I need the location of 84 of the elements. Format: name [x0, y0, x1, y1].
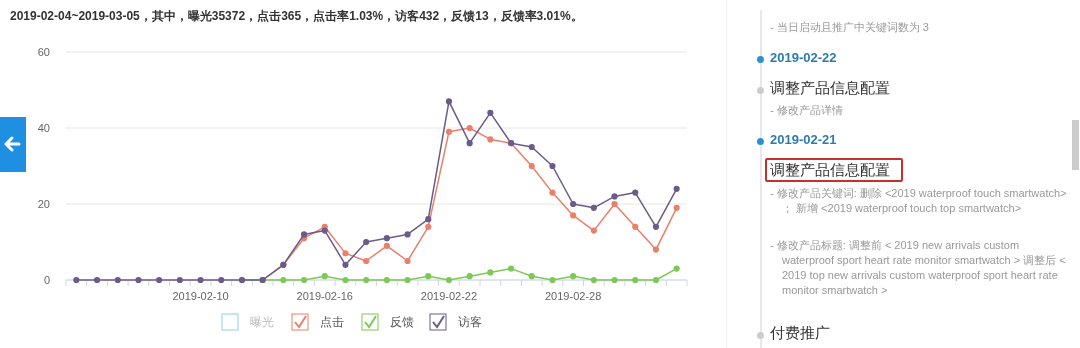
point [425, 223, 432, 230]
point [342, 276, 349, 284]
point [363, 276, 370, 284]
point [466, 124, 473, 132]
legend-label: 反馈 [390, 315, 414, 329]
point [425, 273, 432, 280]
point [404, 257, 411, 265]
point [156, 276, 163, 284]
y-tick-label: 60 [37, 46, 50, 58]
text: 调整产品信息配置 [770, 79, 890, 96]
point [176, 276, 183, 284]
text: - 修改产品标题: 调整前 < 2019 new arrivals custom waterproof sport heart rate monitor smartwatch > 调整后 < 2019 top new arrivals custom waterproof sport heart rate monitor smartwatch > [770, 239, 1066, 296]
point [383, 242, 390, 249]
text: - 修改产品详情 [770, 104, 843, 116]
text: - 当日启动且推广中关键词数为 3 [770, 21, 929, 33]
point [445, 276, 453, 284]
point [425, 216, 432, 223]
point [611, 276, 618, 284]
point [404, 231, 411, 238]
point [321, 273, 328, 280]
point [632, 189, 639, 196]
point [197, 276, 204, 284]
point [300, 276, 308, 284]
point [445, 128, 453, 135]
point [300, 231, 308, 238]
x-tick-label: 2019-02-28 [545, 290, 602, 302]
point [445, 98, 453, 105]
point [632, 276, 639, 284]
point [611, 200, 618, 208]
point [363, 238, 370, 246]
point [321, 227, 328, 234]
legend-label: 曝光 [250, 315, 274, 329]
point [363, 257, 370, 265]
text: 调整产品信息配置 [770, 161, 890, 178]
point [570, 212, 577, 219]
y-tick-label: 40 [37, 122, 50, 134]
point [466, 140, 473, 147]
x-tick-label: 2019-02-22 [420, 290, 478, 302]
point [93, 276, 101, 284]
point [487, 109, 494, 116]
point [404, 276, 411, 284]
point [487, 269, 494, 276]
point [528, 143, 535, 151]
point [570, 200, 577, 208]
text: 2019-02-22 [770, 50, 837, 65]
text: 2019-02-21 [770, 132, 837, 147]
point [652, 276, 660, 284]
point [280, 276, 287, 284]
y-tick-label: 0 [43, 274, 50, 286]
point [528, 162, 535, 170]
point [383, 235, 390, 242]
point [590, 227, 597, 234]
point [114, 276, 121, 284]
point [507, 265, 515, 272]
point [652, 223, 660, 230]
point [549, 276, 556, 284]
point [570, 273, 577, 280]
point [342, 250, 349, 257]
point [590, 276, 597, 284]
point [135, 276, 142, 284]
x-tick-label: 2019-02-16 [296, 290, 353, 302]
point [549, 189, 556, 196]
point [673, 185, 680, 192]
point [383, 276, 390, 284]
point [73, 276, 80, 284]
text: 付费推广 [770, 324, 830, 341]
point [218, 276, 225, 284]
y-tick-label: 20 [37, 198, 50, 210]
legend-label: 访客 [458, 315, 482, 329]
point [487, 136, 494, 143]
point [466, 273, 473, 280]
point [652, 246, 660, 253]
point [549, 162, 556, 170]
point [611, 193, 618, 200]
chart-title: 2019-02-04~2019-03-05，其中，曝光35372，点击365，点击率1.03%，访客432，反馈13，反馈率3.01%。 [10, 9, 583, 23]
point [673, 204, 680, 211]
point [342, 261, 349, 268]
x-tick-label: 2019-02-10 [172, 290, 229, 302]
point [590, 204, 597, 211]
legend-label: 点击 [320, 315, 344, 329]
text: - 修改产品关键词: 删除 <2019 waterproof touch smartwatch> ； 新增 <2019 waterproof touch top smartwatch> [770, 187, 1067, 214]
point [528, 273, 535, 280]
point [673, 265, 680, 272]
point [632, 223, 639, 230]
